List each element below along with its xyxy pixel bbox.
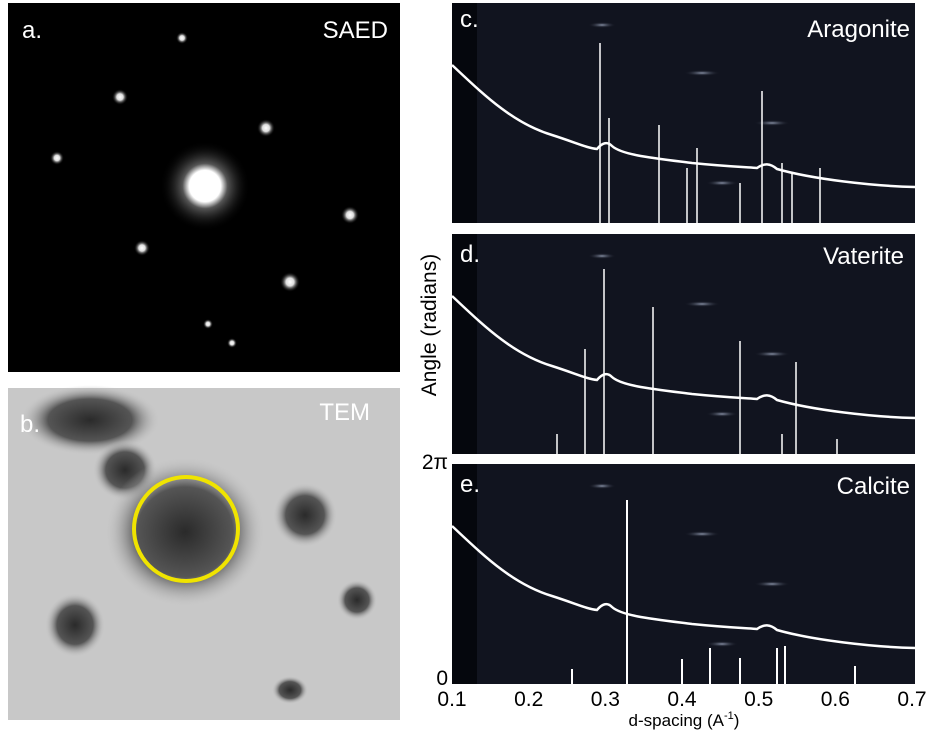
y-tick-label: 0	[436, 667, 448, 690]
calcite-panel: e. Calcite	[450, 464, 917, 684]
x-tick-label: 0.1	[437, 688, 466, 711]
y-axis-label: Angle (radians)	[418, 254, 441, 396]
panel-letter: c.	[460, 6, 479, 33]
panel-letter: b.	[20, 411, 40, 438]
panel-letter: d.	[460, 241, 480, 268]
panel-title: SAED	[323, 17, 388, 44]
x-axis-label-superscript: -1	[724, 710, 734, 722]
x-tick-label: 0.3	[591, 688, 620, 711]
panel-title: Aragonite	[807, 16, 910, 43]
x-tick-label: 0.6	[821, 688, 850, 711]
panel-letter: e.	[460, 471, 480, 498]
tem-panel: b. TEM	[8, 385, 400, 720]
saed-panel: a. SAED	[8, 3, 400, 372]
x-axis-label-suffix: )	[734, 711, 740, 730]
aragonite-panel: c. Aragonite	[450, 3, 917, 223]
vaterite-panel: d. Vaterite	[450, 234, 917, 454]
panel-title: TEM	[319, 399, 370, 426]
x-axis-label: d-spacing (A-1)	[629, 710, 740, 730]
x-tick-label: 0.5	[744, 688, 773, 711]
y-tick-label: 2π	[422, 451, 448, 474]
x-tick-label: 0.4	[667, 688, 697, 711]
x-tick-label: 0.7	[897, 688, 926, 711]
panel-letter: a.	[22, 17, 42, 44]
x-tick-label: 0.2	[514, 688, 543, 711]
axis-ticks: 0.1 0.2 0.3 0.4 0.5 0.6 0.7 0 2π	[422, 451, 927, 711]
panel-title: Calcite	[837, 473, 910, 500]
x-axis-label-text: d-spacing (A	[629, 711, 725, 730]
panel-title: Vaterite	[823, 243, 904, 270]
